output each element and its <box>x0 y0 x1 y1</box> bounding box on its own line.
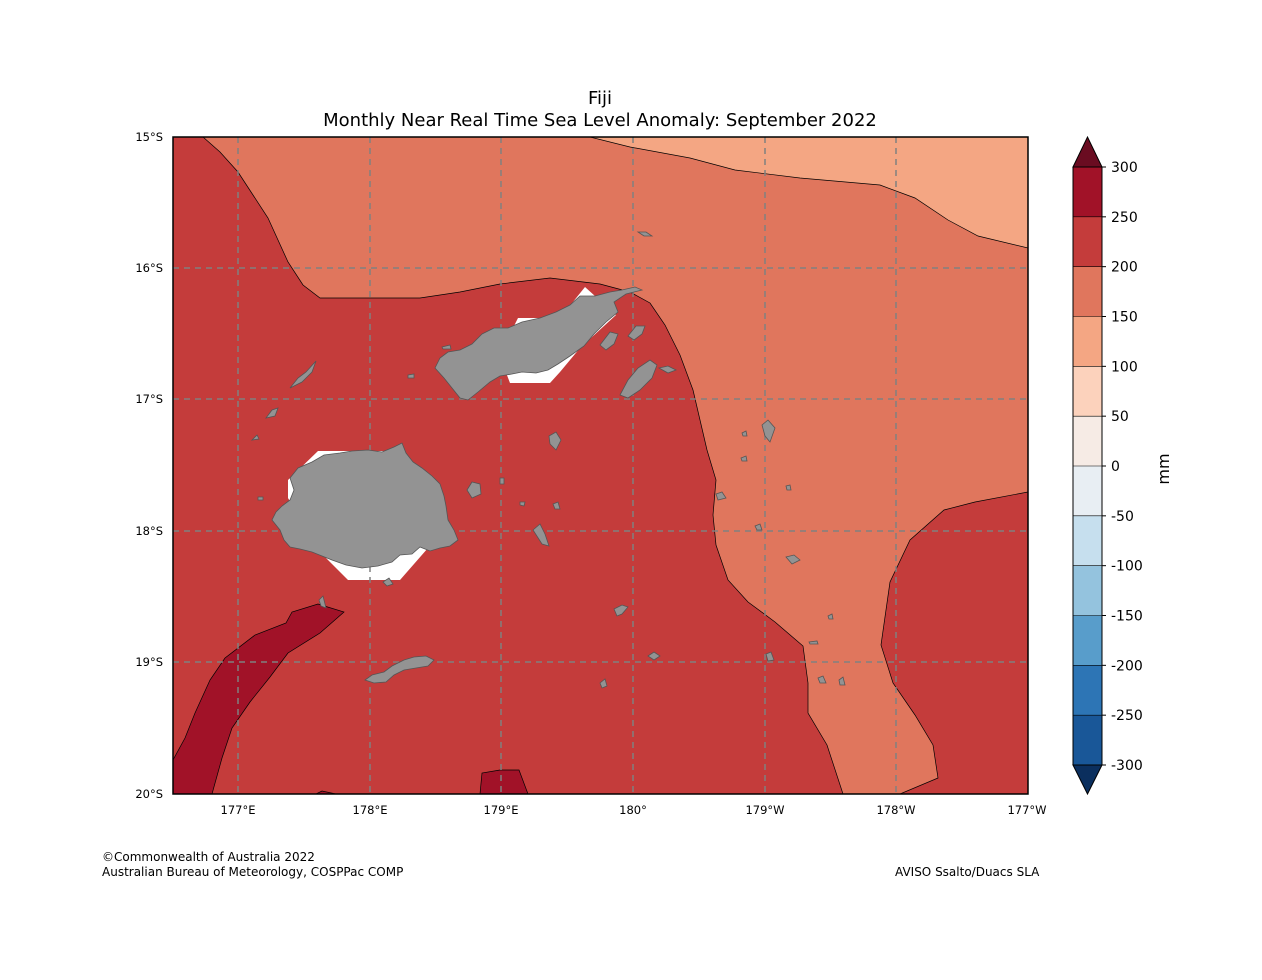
colorbar-tick-label: 200 <box>1111 260 1138 276</box>
copyright-text: ©Commonwealth of Australia 2022 <box>102 850 315 864</box>
anomaly-band-150-200 <box>202 137 1028 794</box>
island-viti-levu <box>271 442 459 569</box>
island-lau-9 <box>838 676 846 686</box>
colorbar-tick-label: 50 <box>1111 409 1129 425</box>
island-vatulele <box>318 595 327 609</box>
lon-tick-label: 179°E <box>484 803 519 817</box>
lon-tick-label: 178°E <box>353 803 388 817</box>
map-subtitle: Monthly Near Real Time Sea Level Anomaly… <box>323 110 877 131</box>
lon-tick-label: 179°W <box>745 803 784 817</box>
island-lau-12 <box>785 484 792 491</box>
land <box>250 231 846 689</box>
island-gau <box>532 523 550 547</box>
colorbar-tick-label: 300 <box>1111 160 1138 176</box>
colorbar-segment <box>1073 615 1102 666</box>
island-cicia <box>657 365 677 374</box>
colorbar-tick-label: -150 <box>1111 609 1143 625</box>
colorbar-segment <box>1073 316 1102 367</box>
colorbar-tick-label: 0 <box>1111 459 1120 475</box>
footer-credits: ©Commonwealth of Australia 2022 Australi… <box>102 850 403 880</box>
island-yadua <box>407 373 415 379</box>
colorbar-segment <box>1073 665 1102 716</box>
anomaly-band-100-150 <box>589 137 1028 249</box>
map-title: Fiji <box>587 88 613 109</box>
colorbar-tick-label: 100 <box>1111 359 1138 375</box>
lat-tick-label: 17°S <box>135 392 163 406</box>
lon-tick-label: 177°W <box>1007 803 1046 817</box>
colorbar-segment <box>1073 715 1102 766</box>
island-lau-5 <box>741 430 748 437</box>
island-vanua-levu <box>434 286 644 401</box>
anomaly-field <box>173 137 1028 794</box>
colorbar-segment <box>1073 167 1102 218</box>
island-moala <box>613 604 629 617</box>
island-qamea <box>599 331 619 351</box>
colorbar-segment <box>1073 466 1102 517</box>
island-totoya <box>647 651 661 661</box>
latitude-tick-labels: 15°S 16°S 17°S 18°S 19°S 20°S <box>135 130 163 801</box>
longitude-tick-labels: 177°E 178°E 179°E 180° 179°W 178°W 177°W <box>221 803 1047 817</box>
agency-text: Australian Bureau of Meteorology, COSPPa… <box>102 865 404 879</box>
colorbar-segment <box>1073 216 1102 268</box>
island-lau-8 <box>817 675 827 684</box>
colorbar-tick-label: -100 <box>1111 559 1143 575</box>
colorbar-segments <box>1073 167 1102 766</box>
anomaly-band-200-250-east <box>880 491 1028 794</box>
lat-tick-label: 18°S <box>135 524 163 538</box>
island-lau-3 <box>785 554 801 565</box>
island-lau-6 <box>754 523 763 531</box>
colorbar-ticks: 300 250 200 150 100 50 0 -50 -100 -150 -200 -250 -30… <box>1102 160 1143 774</box>
colorbar-segment <box>1073 266 1102 317</box>
lon-tick-label: 177°E <box>221 803 256 817</box>
colorbar-unit-label: mm <box>1154 453 1173 484</box>
island-wakaya <box>499 477 505 485</box>
island-koro <box>548 431 562 451</box>
island-nairai <box>552 501 561 510</box>
island-beqa <box>382 577 394 587</box>
colorbar-extend-min <box>1072 764 1103 796</box>
colorbar-tick-label: -250 <box>1111 708 1143 724</box>
island-lau-1 <box>761 419 776 443</box>
colorbar-segment <box>1073 515 1102 567</box>
lon-tick-label: 178°W <box>876 803 915 817</box>
lat-tick-label: 16°S <box>135 261 163 275</box>
colorbar-segment <box>1073 565 1102 616</box>
island-lau-2 <box>715 491 727 501</box>
island-kadavu <box>364 655 435 684</box>
lat-tick-label: 19°S <box>135 655 163 669</box>
map-frame <box>172 136 1029 795</box>
island-rabi <box>627 325 646 341</box>
anomaly-band-250-300-sw <box>173 603 345 794</box>
island-taveuni <box>619 359 658 399</box>
lon-tick-label: 180° <box>619 803 647 817</box>
island-yasawa-south <box>265 407 279 419</box>
colorbar-tick-label: -200 <box>1111 658 1143 674</box>
colorbar-tick-label: 250 <box>1111 210 1138 226</box>
island-mamanuca <box>250 434 260 441</box>
island-matuku <box>599 678 608 689</box>
lat-tick-label: 15°S <box>135 130 163 144</box>
island-cikobia <box>636 231 654 237</box>
island-yasawa <box>289 360 317 389</box>
island-lau-4 <box>740 455 748 462</box>
colorbar-tick-label: -300 <box>1111 758 1143 774</box>
island-ovalau <box>466 481 482 499</box>
island-lau-11 <box>808 640 819 645</box>
island-naigani <box>519 501 526 507</box>
colorbar: 300 250 200 150 100 50 0 -50 -100 -150 -200 -250 -30… <box>1072 135 1173 796</box>
island-lau-10 <box>827 613 834 620</box>
colorbar-tick-label: 150 <box>1111 310 1138 326</box>
colorbar-segment <box>1073 366 1102 417</box>
colorbar-extend-max <box>1072 135 1103 168</box>
lat-tick-label: 20°S <box>135 787 163 801</box>
island-north-islet <box>441 344 452 350</box>
island-lau-7 <box>765 651 775 662</box>
colorbar-segment <box>1073 416 1102 467</box>
colorbar-tick-label: -50 <box>1111 509 1134 525</box>
anomaly-band-250-300-south <box>479 769 529 794</box>
data-source-text: AVISO Ssalto/Duacs SLA <box>895 865 1040 879</box>
island-malolo <box>257 496 264 501</box>
